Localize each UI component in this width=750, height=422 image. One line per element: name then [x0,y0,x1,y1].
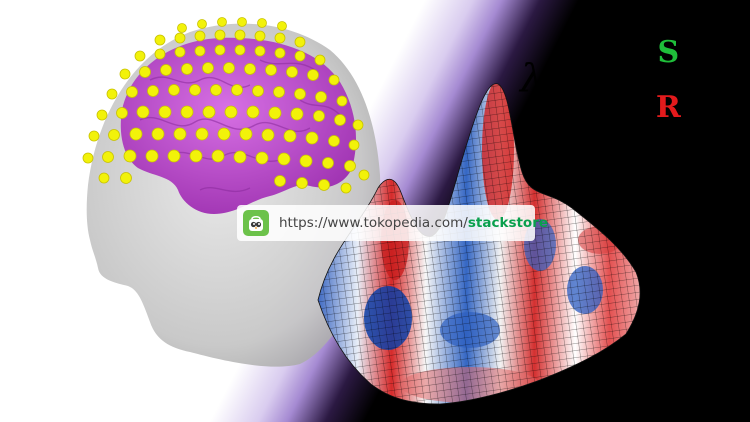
brain-model [120,37,356,214]
matrix-r: R [655,90,681,125]
numerator: wTSw [621,33,705,70]
watermark-url-bar: https://www.tokopedia.com/stackstore [237,205,548,241]
watermark-url: https://www.tokopedia.com/stackstore [279,215,549,231]
rayleigh-quotient-formula: λ = wTSw wTRw [520,33,740,134]
tokopedia-logo-icon [243,210,269,236]
equals-sign: = [556,54,588,98]
matrix-s: S [657,35,680,70]
fraction: wTSw wTRw [598,33,728,131]
eeg-electrodes [82,17,370,194]
denominator: wTRw [619,88,707,125]
lambda-symbol: λ [520,56,545,100]
fraction-bar [598,80,728,83]
